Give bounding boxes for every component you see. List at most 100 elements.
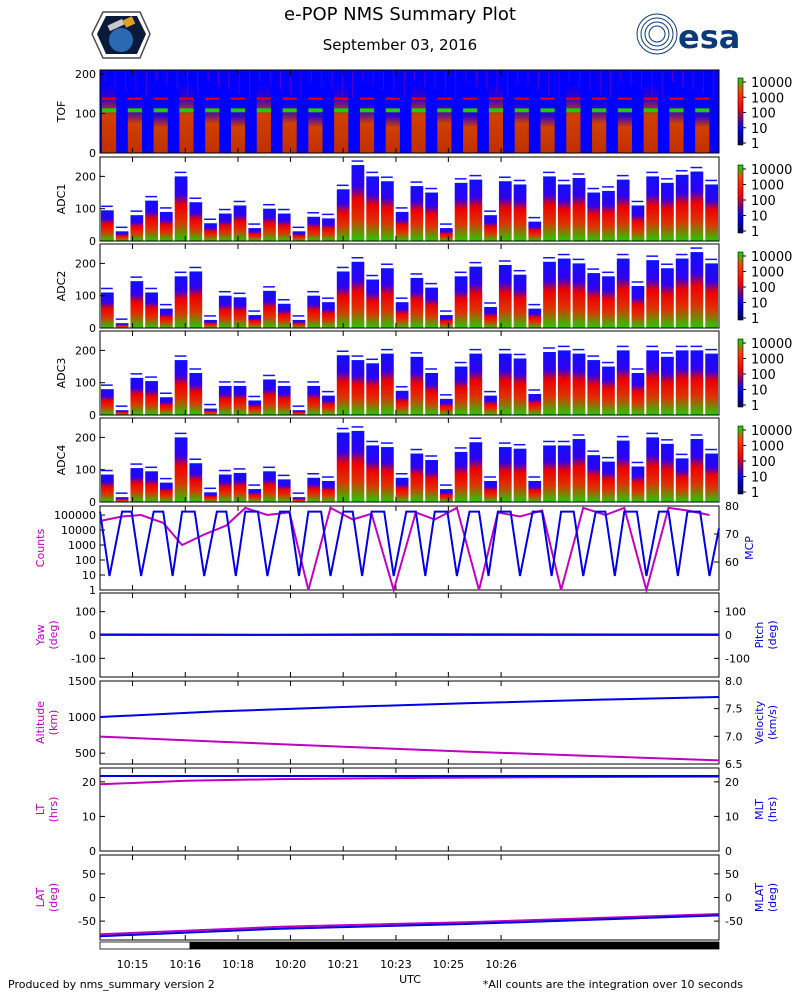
tof-band: [463, 97, 478, 100]
spectro-column: [145, 471, 158, 502]
y-tick-label: 0: [89, 496, 96, 509]
spectro-column: [204, 319, 217, 328]
spectro-column: [366, 279, 380, 328]
y-axis-label: ADC3: [55, 358, 68, 389]
series-line-lt: [99, 775, 720, 786]
y-tick-label: 100: [75, 290, 96, 303]
spectro-column: [189, 202, 203, 241]
spectro-column: [572, 353, 586, 415]
y-right-axis-label: MCP: [743, 536, 756, 560]
tof-band: [592, 108, 607, 113]
spectro-column: [410, 453, 424, 502]
spectro-column: [469, 179, 483, 241]
tof-background: [100, 70, 719, 153]
spectro-column: [248, 400, 262, 415]
spectro-column: [366, 445, 380, 502]
spectro-column: [277, 385, 291, 415]
tof-column: [282, 99, 297, 153]
tof-band: [488, 97, 504, 100]
y-right-tick-label: 60: [725, 556, 739, 569]
esa-logo: esa: [636, 13, 740, 56]
spectro-column: [587, 192, 601, 241]
tof-column: [102, 83, 117, 153]
y-tick-label: 200: [75, 68, 96, 81]
spectro-column: [145, 200, 158, 241]
spectro-column: [115, 497, 129, 502]
tof-band: [617, 108, 633, 113]
tof-band: [643, 108, 658, 113]
y-axis-label: Counts: [34, 529, 47, 568]
y-right-tick-label: 7.0: [725, 730, 743, 743]
y-tick-label: 1000: [68, 711, 96, 724]
spectro-column: [484, 215, 497, 241]
colorbar-tick-label: 10: [751, 297, 768, 312]
tof-band: [282, 108, 297, 113]
tof-band: [592, 97, 607, 100]
y-tick-label: 10000: [61, 524, 96, 537]
spectro-column: [204, 492, 217, 502]
spectro-column: [469, 442, 483, 502]
x-tick-label: 10:16: [169, 958, 201, 971]
spectro-column: [292, 497, 306, 502]
tof-band: [385, 97, 400, 100]
spectro-column: [189, 271, 203, 328]
y-tick-label: 100: [75, 554, 96, 567]
mission-patch-logo: [91, 11, 151, 59]
colorbar-tick-label: 100: [751, 455, 776, 470]
spectro-column: [498, 447, 512, 502]
tof-band: [256, 97, 271, 100]
y-axis-label: ADC4: [55, 445, 68, 476]
spectro-column: [528, 221, 542, 241]
spectro-column: [439, 315, 453, 328]
spectro-column: [351, 261, 365, 328]
spectro-column: [616, 440, 630, 502]
spectro-column: [661, 443, 674, 502]
spectro-column: [159, 211, 173, 241]
tof-column: [514, 99, 529, 153]
spectro-column: [115, 410, 129, 415]
tof-band: [230, 108, 246, 113]
tof-band: [153, 108, 168, 113]
spectro-column: [218, 385, 232, 415]
y-tick-label: 500: [75, 747, 96, 760]
spectro-column: [528, 308, 542, 328]
tof-column: [256, 83, 271, 153]
coverage-bar: [99, 941, 720, 950]
spectro-column: [602, 190, 615, 241]
y-tick-label: 50: [82, 868, 96, 881]
spectro-column: [454, 451, 468, 502]
y-tick-label: 100000: [54, 509, 96, 522]
spectro-column: [233, 385, 247, 415]
y-tick-label: 0: [89, 892, 96, 905]
tof-band: [695, 97, 710, 100]
colorbar-tick-label: 100: [751, 194, 776, 209]
spectro-column: [248, 489, 262, 502]
spectro-column: [322, 218, 335, 241]
spectro-column: [705, 184, 718, 241]
esa-logo-text: esa: [678, 18, 740, 56]
colorbar: [737, 425, 744, 495]
panel-frame: [99, 680, 720, 765]
colorbar-tick-label: 10: [751, 210, 768, 225]
spectro-column: [101, 210, 114, 241]
spectro-column: [381, 447, 394, 502]
y-right-axis-label-units: (hrs): [766, 797, 779, 823]
spectro-column: [675, 458, 689, 502]
spectro-column: [557, 350, 571, 415]
spectro-column: [557, 445, 571, 502]
spectro-column: [218, 474, 232, 502]
tof-column: [334, 83, 349, 153]
y-right-tick-label: 0: [725, 892, 732, 905]
panel-frame: [99, 417, 720, 503]
spectro-column: [130, 468, 144, 502]
tof-band: [359, 108, 375, 113]
tof-column: [463, 106, 478, 153]
spectro-column: [572, 263, 586, 328]
y-tick-label: -100: [71, 652, 96, 665]
spectro-column: [425, 373, 438, 415]
spectro-column: [705, 353, 718, 415]
spectro-column: [513, 358, 527, 415]
colorbar-tick-label: 10000: [751, 250, 792, 265]
